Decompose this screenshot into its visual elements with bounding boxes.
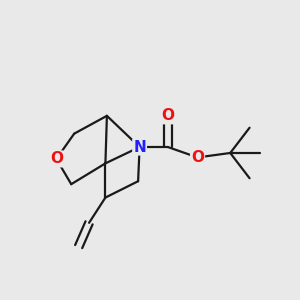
Text: O: O [161,108,174,123]
Text: N: N [133,140,146,154]
Text: O: O [50,152,63,166]
Text: O: O [191,150,204,165]
